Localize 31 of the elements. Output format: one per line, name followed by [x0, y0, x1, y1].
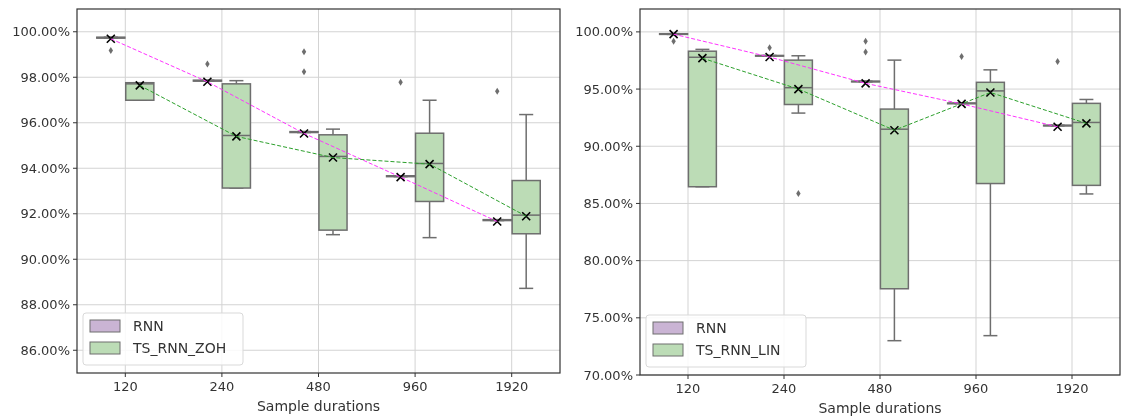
y-tick-label: 70.00% — [583, 367, 633, 383]
x-tick-label: 960 — [402, 379, 428, 394]
y-tick-label: 80.00% — [583, 253, 633, 269]
y-tick-label: 96.00% — [20, 115, 70, 131]
legend-label: RNN — [696, 319, 727, 336]
y-tick-label: 95.00% — [583, 81, 633, 97]
x-tick-label: 120 — [675, 381, 701, 396]
x-axis-title: Sample durations — [256, 398, 381, 414]
y-tick-label: 88.00% — [20, 297, 70, 313]
y-tick-label: 75.00% — [583, 310, 633, 326]
legend-label: RNN — [133, 317, 164, 334]
legend-label: TS_RNN_ZOH — [132, 339, 227, 356]
y-tick-label: 100.00% — [575, 24, 633, 40]
x-tick-label: 1920 — [1055, 381, 1089, 396]
y-tick-label: 90.00% — [20, 251, 70, 267]
x-tick-label: 1920 — [495, 379, 529, 394]
y-tick-label: 98.00% — [20, 69, 70, 85]
x-tick-label: 240 — [209, 379, 235, 394]
x-tick-label: 240 — [771, 381, 797, 396]
y-tick-label: 94.00% — [20, 160, 70, 176]
x-tick-label: 480 — [867, 381, 893, 396]
x-tick-label: 480 — [306, 379, 331, 394]
y-tick-label: 85.00% — [583, 195, 633, 211]
legend-label: TS_RNN_LIN — [695, 341, 781, 358]
y-tick-label: 100.00% — [12, 24, 70, 40]
x-axis-title: Sample durations — [818, 400, 942, 416]
y-tick-label: 86.00% — [20, 342, 70, 358]
x-tick-label: 120 — [112, 379, 138, 394]
x-tick-label: 960 — [963, 381, 989, 396]
y-tick-label: 92.00% — [20, 206, 70, 222]
y-tick-label: 90.00% — [583, 138, 633, 154]
